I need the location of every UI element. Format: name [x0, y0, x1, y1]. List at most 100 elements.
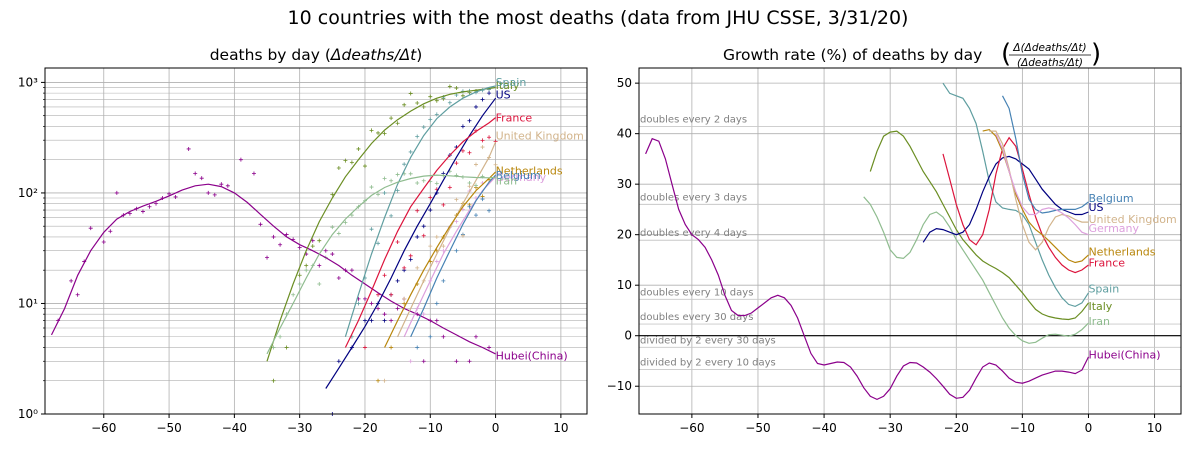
data-point-united-kingdom — [382, 378, 387, 383]
data-point-hubei-china — [323, 248, 328, 253]
data-point-belgium — [434, 301, 439, 306]
data-point-france — [395, 239, 400, 244]
y-tick-label: −10 — [607, 379, 632, 393]
data-point-belgium — [441, 278, 446, 283]
data-point-hubei-china — [349, 268, 354, 273]
data-point-iran — [389, 178, 394, 183]
data-point-italy — [389, 116, 394, 121]
data-point-france — [487, 135, 492, 140]
data-point-italy — [460, 93, 465, 98]
data-point-italy — [376, 130, 381, 135]
data-point-us — [428, 208, 433, 213]
series-label-united-kingdom: United Kingdom — [496, 130, 584, 143]
data-point-iran — [408, 171, 413, 176]
data-point-italy — [421, 104, 426, 109]
data-point-italy — [415, 101, 420, 106]
data-point-united-kingdom — [441, 244, 446, 249]
data-point-iran — [343, 220, 348, 225]
data-point-hubei-china — [199, 176, 204, 181]
data-point-us — [395, 278, 400, 283]
data-point-hubei-china — [271, 234, 276, 239]
data-point-united-kingdom — [415, 265, 420, 270]
data-point-belgium — [467, 204, 472, 209]
series-label-united-kingdom: United Kingdom — [1088, 213, 1176, 226]
series-lines — [50, 85, 497, 389]
reference-line-label: divided by 2 every 10 days — [640, 358, 776, 369]
data-point-italy — [336, 166, 341, 171]
data-point-italy — [310, 244, 315, 249]
x-tick-label: 0 — [492, 421, 500, 435]
reference-lines: doubles every 2 days doubles every 3 days… — [639, 115, 1181, 371]
data-point-hubei-china — [421, 359, 426, 364]
data-point-italy — [428, 94, 433, 99]
data-point-spain — [434, 112, 439, 117]
y-tick-label: 0 — [624, 329, 632, 343]
series-line-us — [325, 97, 497, 389]
data-point-spain — [402, 162, 407, 167]
data-point-italy — [349, 160, 354, 165]
series-label-germany: Germany — [1088, 222, 1139, 235]
data-point-hubei-china — [454, 359, 459, 364]
data-point-iran — [369, 185, 374, 190]
data-point-hubei-china — [434, 318, 439, 323]
data-point-united-kingdom — [402, 296, 407, 301]
y-tick-label: 10² — [18, 186, 38, 200]
left-title-prefix: deaths by day ( — [210, 46, 331, 64]
data-point-us — [460, 124, 465, 129]
data-point-hubei-china — [238, 157, 243, 162]
y-tick-label: 10 — [617, 278, 632, 292]
data-point-belgium — [487, 208, 492, 213]
data-point-italy — [369, 128, 374, 133]
series-line-italy — [869, 130, 1089, 321]
right-title-fraction-denominator: (Δdeaths/Δt) — [1017, 57, 1083, 69]
data-point-italy — [271, 378, 276, 383]
data-point-netherlands — [402, 301, 407, 306]
data-point-iran — [330, 225, 335, 230]
reference-line-label: doubles every 10 days — [640, 287, 753, 298]
data-point-spain — [389, 213, 394, 218]
series-label-belgium: Belgium — [1088, 192, 1133, 205]
y-tick-label: 10³ — [18, 75, 38, 89]
data-point-hubei-china — [225, 183, 230, 188]
series-line-italy — [266, 86, 496, 362]
data-point-spain — [395, 188, 400, 193]
x-tick-label: 10 — [553, 421, 568, 435]
data-point-hubei-china — [173, 194, 178, 199]
series-label-netherlands: Netherlands — [1088, 245, 1155, 258]
data-point-us — [369, 318, 374, 323]
data-point-hubei-china — [75, 292, 80, 297]
data-point-united-kingdom — [467, 184, 472, 189]
data-point-belgium — [473, 213, 478, 218]
data-point-france — [382, 273, 387, 278]
series-line-spain — [344, 85, 496, 337]
data-point-us — [421, 224, 426, 229]
data-point-hubei-china — [108, 229, 113, 234]
data-point-hubei-china — [140, 209, 145, 214]
data-point-france — [454, 161, 459, 166]
data-point-hubei-china — [251, 171, 256, 176]
x-tick-label: −50 — [156, 421, 181, 435]
series-label-germany: Germany — [496, 171, 547, 184]
data-point-germany — [434, 259, 439, 264]
data-point-hubei-china — [382, 312, 387, 317]
data-point-united-kingdom — [480, 145, 485, 150]
data-point-hubei-china — [310, 238, 315, 243]
data-point-spain — [415, 134, 420, 139]
series-line-spain — [942, 82, 1090, 308]
data-point-spain — [356, 301, 361, 306]
x-tick-label: −20 — [352, 421, 377, 435]
data-point-italy — [356, 146, 361, 151]
data-point-hubei-china — [467, 359, 472, 364]
series-line-hubei-china — [50, 183, 496, 355]
right-title-paren-close: ) — [1091, 39, 1101, 69]
data-point-spain — [382, 190, 387, 195]
data-point-italy — [362, 164, 367, 169]
plot-frame — [44, 67, 588, 415]
data-point-hubei-china — [317, 263, 322, 268]
data-point-france — [421, 233, 426, 238]
x-tick-label: 10 — [1147, 421, 1162, 435]
data-point-italy — [297, 273, 302, 278]
